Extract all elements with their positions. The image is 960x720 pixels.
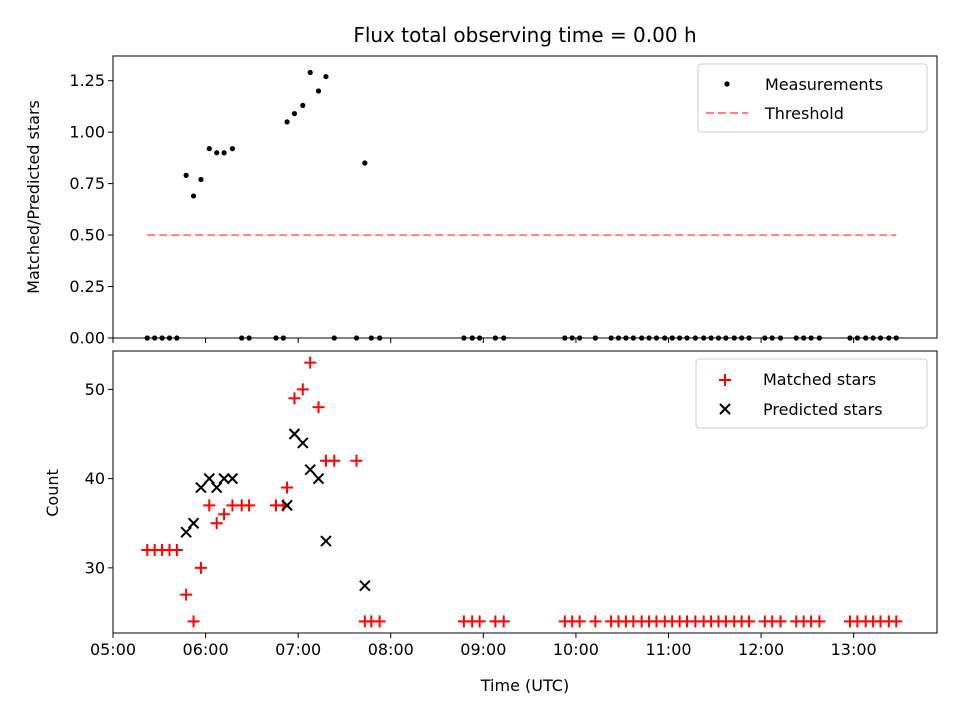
bottom-panel-ylabel: Count — [43, 469, 62, 517]
legend-label-measurements: Measurements — [765, 75, 883, 94]
matched-stars-point — [170, 544, 183, 557]
predicted-stars-point — [218, 472, 230, 485]
matched-stars-point — [328, 454, 341, 467]
bottom-legend-box — [695, 358, 928, 429]
measurements-point — [315, 88, 322, 94]
bottom-xtick-label: 09:00 — [460, 640, 506, 659]
bottom-xtick-label: 11:00 — [645, 640, 691, 659]
matched-stars-point — [890, 615, 903, 628]
matched-stars-point — [194, 561, 207, 574]
matched-stars-point — [774, 615, 787, 628]
legend-marker-measurements — [724, 81, 730, 87]
top-ytick-label: 1.25 — [69, 71, 105, 90]
measurements-point — [214, 150, 220, 156]
top-panel-frame — [112, 55, 938, 339]
top-legend: Measurements Threshold — [697, 63, 928, 133]
matched-stars-point — [180, 588, 193, 601]
matched-stars-point — [288, 392, 301, 405]
top-panel-ylabel: Matched/Predicted stars — [24, 100, 43, 294]
matched-stars-point — [473, 615, 486, 628]
legend-label-predicted-stars: Predicted stars — [763, 400, 883, 419]
bottom-legend: Matched stars Predicted stars — [695, 358, 928, 429]
matched-stars-point — [304, 356, 317, 369]
predicted-stars-point — [187, 517, 200, 529]
predicted-stars-point — [297, 437, 309, 449]
predicted-stars-point — [210, 481, 223, 494]
chart-title: Flux total observing time = 0.00 h — [353, 23, 696, 47]
top-ytick-label: 0.00 — [69, 329, 105, 348]
matched-stars-point — [203, 499, 216, 512]
matched-stars-point — [296, 383, 309, 396]
bottom-panel-frame — [112, 350, 938, 634]
measurements-point — [206, 146, 212, 152]
top-ytick-label: 0.50 — [69, 226, 105, 245]
bottom-ytick-label: 50 — [85, 380, 105, 399]
measurements-point — [362, 160, 368, 166]
measurements-point — [307, 69, 313, 76]
bottom-xtick-label: 05:00 — [90, 640, 136, 659]
predicted-stars-point — [195, 481, 207, 494]
matched-stars-point — [589, 615, 602, 628]
bottom-xtick-label: 13:00 — [831, 640, 877, 659]
measurements-point — [323, 73, 329, 80]
bottom-xtick-label: 10:00 — [553, 640, 599, 659]
matched-stars-point — [373, 615, 386, 628]
legend-marker-matched-stars — [719, 374, 731, 386]
bottom-xtick-label: 12:00 — [738, 640, 784, 659]
matched-stars-point — [281, 481, 294, 494]
matched-stars-point — [497, 615, 510, 628]
legend-marker-predicted-stars — [719, 403, 731, 415]
matched-stars-point — [743, 615, 756, 628]
predicted-stars-point — [359, 579, 371, 592]
top-ytick-label: 1.00 — [69, 123, 105, 142]
predicted-stars-point — [226, 472, 239, 485]
top-panel-ticks: 0.00 0.25 0.50 0.75 1.00 1.25 — [69, 71, 855, 348]
predicted-stars-point — [304, 463, 316, 476]
bottom-ytick-label: 30 — [85, 558, 105, 577]
bottom-panel-marks — [141, 356, 903, 628]
measurements-point — [291, 111, 298, 117]
predicted-stars-point — [288, 428, 301, 440]
top-ytick-label: 0.75 — [69, 174, 105, 193]
matched-stars-point — [218, 508, 231, 521]
bottom-panel-ticks: 30 40 50 05:00 06:00 07:00 08:00 09:00 10:00 11:0… — [85, 380, 877, 659]
measurements-point — [221, 150, 227, 156]
matched-stars-point — [187, 615, 200, 628]
predicted-stars-point — [312, 472, 325, 485]
measurements-point — [300, 102, 306, 109]
bottom-xtick-label: 07:00 — [275, 640, 321, 659]
bottom-panel: 30 40 50 05:00 06:00 07:00 08:00 09:00 10:00 11:0… — [43, 350, 938, 695]
bottom-panel-xlabel: Time (UTC) — [480, 676, 569, 695]
bottom-xtick-label: 08:00 — [368, 640, 414, 659]
matched-stars-point — [573, 615, 586, 628]
legend-label-threshold: Threshold — [764, 104, 844, 123]
matched-stars-point — [210, 517, 223, 530]
predicted-stars-point — [203, 472, 215, 485]
predicted-stars-point — [320, 535, 332, 547]
predicted-stars-point — [281, 499, 293, 512]
top-ytick-label: 0.25 — [69, 277, 105, 296]
measurements-point — [190, 193, 197, 199]
bottom-xtick-label: 06:00 — [183, 640, 229, 659]
predicted-stars-point — [180, 526, 192, 538]
legend-label-matched-stars: Matched stars — [763, 370, 876, 389]
matched-stars-point — [243, 499, 256, 512]
top-legend-box — [697, 63, 928, 133]
matched-stars-point — [312, 401, 325, 414]
measurements-point — [284, 119, 290, 125]
measurements-point — [183, 172, 189, 178]
measurements-point — [198, 176, 204, 183]
measurements-point — [229, 146, 236, 152]
matched-stars-point — [350, 454, 363, 467]
bottom-ytick-label: 40 — [85, 469, 105, 488]
top-panel: Flux total observing time = 0.00 h 0.000… — [24, 23, 938, 348]
matched-stars-point — [813, 615, 826, 628]
